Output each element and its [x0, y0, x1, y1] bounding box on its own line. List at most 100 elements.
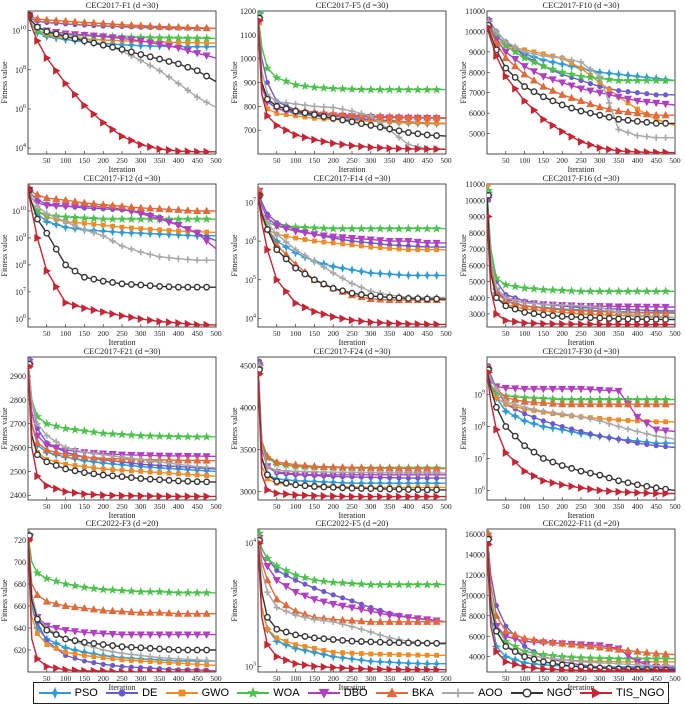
- data-point: [265, 626, 270, 632]
- data-point: [175, 461, 182, 468]
- data-point: [100, 666, 108, 672]
- data-point: [377, 143, 385, 152]
- data-point: [164, 22, 174, 30]
- data-point: [119, 657, 125, 663]
- panel-title: CEC2017-F14 (d =30): [313, 173, 390, 183]
- data-point: [264, 79, 270, 86]
- data-point: [357, 616, 366, 625]
- data-point: [559, 665, 567, 672]
- data-point: [165, 476, 173, 484]
- data-point: [330, 312, 338, 321]
- data-point: [395, 639, 403, 647]
- data-point: [604, 653, 614, 663]
- y-tick-label: 108: [15, 260, 26, 270]
- x-tick-label: 450: [422, 502, 434, 511]
- y-tick-label: 1010: [12, 206, 26, 216]
- data-point: [156, 645, 164, 653]
- data-point: [137, 314, 146, 323]
- data-point: [126, 430, 137, 440]
- data-point: [62, 487, 70, 496]
- data-point: [625, 89, 631, 95]
- data-point: [301, 252, 309, 259]
- data-point: [576, 286, 586, 296]
- y-axis-label: Fitness value: [459, 407, 468, 449]
- y-tick-label: 5000: [469, 130, 485, 139]
- data-point: [643, 666, 652, 672]
- data-point: [522, 411, 528, 417]
- data-point: [569, 426, 575, 432]
- data-point: [273, 467, 280, 474]
- data-point: [652, 110, 661, 119]
- data-point: [301, 101, 309, 109]
- data-point: [99, 471, 107, 479]
- data-point: [347, 654, 357, 664]
- data-point: [147, 142, 155, 151]
- data-point: [118, 311, 127, 320]
- series-tis-ngo: [28, 536, 216, 672]
- data-point: [433, 132, 441, 139]
- data-point: [615, 146, 623, 154]
- data-point: [502, 657, 511, 666]
- x-tick-label: 250: [346, 329, 358, 338]
- data-point: [52, 462, 60, 469]
- data-point: [90, 306, 99, 315]
- data-point: [126, 228, 137, 238]
- data-point: [174, 60, 182, 68]
- data-point: [100, 491, 108, 500]
- data-point: [615, 320, 623, 327]
- data-point: [605, 644, 614, 652]
- data-point: [183, 206, 192, 214]
- data-point: [165, 73, 173, 81]
- data-point: [642, 303, 651, 311]
- data-point: [366, 223, 376, 233]
- legend-swatch: [442, 688, 475, 698]
- data-point: [614, 106, 623, 115]
- legend-swatch: [106, 689, 139, 697]
- data-point: [586, 399, 595, 408]
- data-point: [165, 646, 173, 653]
- data-point: [348, 316, 357, 325]
- plot-area: [486, 356, 676, 501]
- data-point: [357, 485, 365, 492]
- series-bka: [487, 19, 675, 119]
- panel-cec2022-f5-d-20: CEC2022-F5 (d =20)50 100 150 200 250 300 350 40…: [230, 518, 452, 692]
- data-point: [42, 418, 52, 428]
- data-point: [80, 18, 89, 26]
- data-point: [642, 399, 651, 408]
- series-tis-ngo: [258, 17, 446, 154]
- data-point: [194, 492, 202, 500]
- data-point: [194, 256, 201, 264]
- data-point: [376, 111, 385, 120]
- x-axis-label: Iteration: [108, 511, 135, 520]
- x-tick-label: 300: [365, 329, 377, 338]
- data-point: [367, 492, 376, 500]
- data-point: [557, 285, 567, 295]
- data-point: [80, 469, 88, 477]
- data-point: [173, 214, 184, 224]
- data-point: [70, 580, 80, 590]
- data-point: [35, 631, 40, 636]
- data-point: [340, 595, 346, 601]
- data-point: [272, 561, 282, 571]
- data-point: [539, 82, 548, 90]
- x-tick-label: 50: [502, 156, 510, 165]
- data-point: [558, 399, 567, 408]
- legend-swatch: [580, 687, 613, 699]
- data-point: [643, 133, 650, 140]
- data-point: [510, 281, 520, 291]
- data-point: [175, 667, 183, 672]
- data-point: [511, 648, 519, 655]
- data-point: [43, 432, 50, 439]
- data-point: [424, 247, 430, 253]
- data-point: [183, 214, 193, 224]
- data-point: [201, 214, 212, 224]
- data-point: [568, 464, 576, 472]
- data-point: [487, 541, 493, 548]
- data-point: [633, 647, 642, 655]
- data-point: [559, 480, 567, 489]
- data-point: [512, 457, 520, 467]
- data-point: [512, 84, 520, 93]
- legend-item-de: DE: [105, 687, 157, 699]
- data-point: [395, 127, 403, 135]
- data-point: [414, 320, 423, 327]
